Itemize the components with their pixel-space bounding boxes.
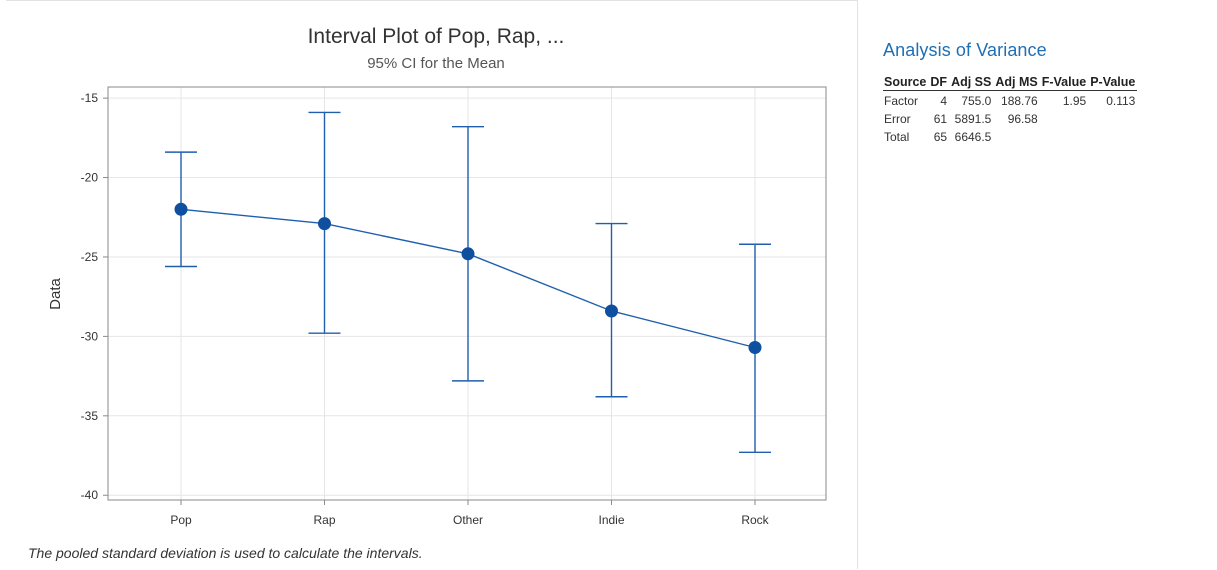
interval-plot: Interval Plot of Pop, Rap, ... 95% CI fo… bbox=[6, 1, 858, 570]
anova-header-source: Source bbox=[883, 75, 928, 91]
anova-header-f-value: F-Value bbox=[1040, 75, 1088, 91]
x-axis-ticks: Pop Rap Other Indie Rock bbox=[170, 500, 769, 527]
anova-row-factor: Factor 4 755.0 188.76 1.95 0.113 bbox=[883, 91, 1137, 110]
anova-cell: 65 bbox=[928, 127, 949, 145]
anova-cell: Factor bbox=[883, 91, 928, 110]
mean-point bbox=[318, 217, 331, 230]
mean-point bbox=[175, 203, 188, 216]
y-tick-label: -25 bbox=[81, 250, 99, 264]
anova-cell: Total bbox=[883, 127, 928, 145]
anova-cell bbox=[993, 127, 1039, 145]
anova-cell bbox=[1088, 127, 1137, 145]
x-tick-label: Rap bbox=[313, 513, 335, 527]
mean-point bbox=[605, 304, 618, 317]
anova-cell bbox=[1088, 109, 1137, 127]
anova-title: Analysis of Variance bbox=[883, 40, 1213, 61]
anova-cell: 188.76 bbox=[993, 91, 1039, 110]
anova-header-p-value: P-Value bbox=[1088, 75, 1137, 91]
anova-cell: 61 bbox=[928, 109, 949, 127]
mean-point bbox=[749, 341, 762, 354]
chart-subtitle: 95% CI for the Mean bbox=[367, 55, 505, 72]
x-tick-label: Rock bbox=[741, 513, 769, 527]
mean-point bbox=[462, 247, 475, 260]
y-tick-label: -40 bbox=[81, 488, 99, 502]
anova-cell: 4 bbox=[928, 91, 949, 110]
anova-cell: 1.95 bbox=[1040, 91, 1088, 110]
interval-plot-panel: Interval Plot of Pop, Rap, ... 95% CI fo… bbox=[6, 0, 858, 569]
plot-frame bbox=[108, 87, 826, 500]
y-axis-ticks: -15 -20 -25 -30 -35 -40 bbox=[81, 91, 108, 502]
anova-header-adj-ms: Adj MS bbox=[993, 75, 1039, 91]
y-tick-label: -35 bbox=[81, 409, 99, 423]
anova-cell bbox=[1040, 127, 1088, 145]
x-tick-label: Pop bbox=[170, 513, 192, 527]
chart-title: Interval Plot of Pop, Rap, ... bbox=[308, 25, 565, 48]
anova-row-error: Error 61 5891.5 96.58 bbox=[883, 109, 1137, 127]
y-tick-label: -30 bbox=[81, 329, 99, 343]
y-tick-label: -20 bbox=[81, 171, 99, 185]
anova-cell: Error bbox=[883, 109, 928, 127]
y-axis-label: Data bbox=[47, 278, 64, 310]
anova-header-row: Source DF Adj SS Adj MS F-Value P-Value bbox=[883, 75, 1137, 91]
anova-cell bbox=[1040, 109, 1088, 127]
footnote: The pooled standard deviation is used to… bbox=[28, 545, 423, 561]
anova-cell: 5891.5 bbox=[949, 109, 993, 127]
x-tick-label: Indie bbox=[598, 513, 624, 527]
anova-header-adj-ss: Adj SS bbox=[949, 75, 993, 91]
grid-layer bbox=[108, 87, 826, 500]
anova-cell: 755.0 bbox=[949, 91, 993, 110]
anova-table: Source DF Adj SS Adj MS F-Value P-Value … bbox=[883, 75, 1137, 145]
anova-cell: 0.113 bbox=[1088, 91, 1137, 110]
anova-header-df: DF bbox=[928, 75, 949, 91]
anova-row-total: Total 65 6646.5 bbox=[883, 127, 1137, 145]
anova-panel: Analysis of Variance Source DF Adj SS Ad… bbox=[883, 40, 1213, 145]
anova-cell: 96.58 bbox=[993, 109, 1039, 127]
anova-cell: 6646.5 bbox=[949, 127, 993, 145]
x-tick-label: Other bbox=[453, 513, 483, 527]
y-tick-label: -15 bbox=[81, 91, 99, 105]
